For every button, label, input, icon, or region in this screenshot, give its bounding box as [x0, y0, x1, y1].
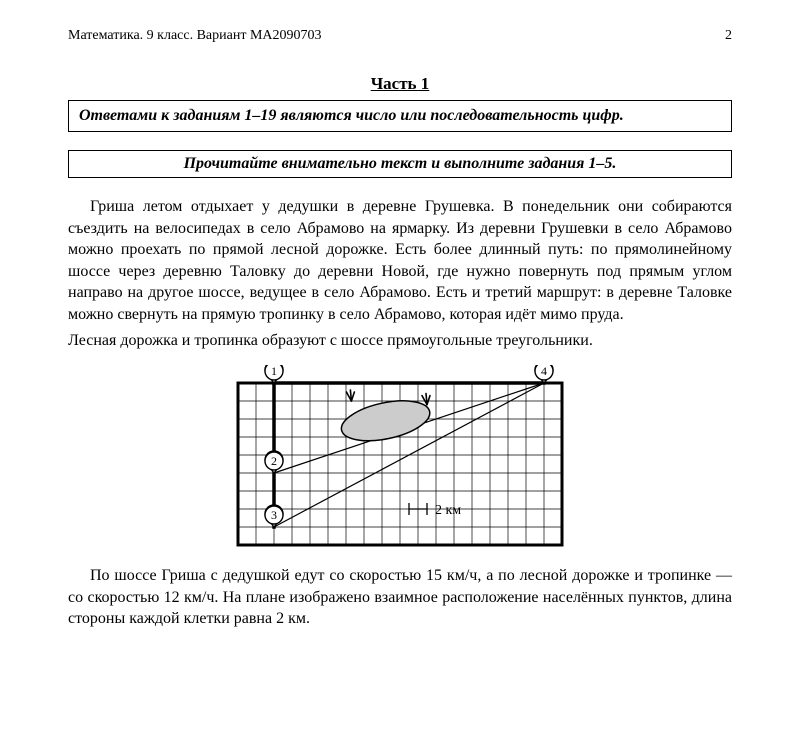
paragraph-2: Лесная дорожка и тропинка образуют с шос…: [68, 330, 732, 352]
section-title: Часть 1: [68, 74, 732, 94]
paragraph-3: По шоссе Гриша с дедушкой едут со скорос…: [68, 565, 732, 630]
svg-text:3: 3: [271, 508, 277, 522]
paragraph-1: Гриша летом отдыхает у дедушки в деревне…: [68, 196, 732, 326]
doc-header-left: Математика. 9 класс. Вариант МА2090703: [68, 28, 322, 44]
svg-text:1: 1: [271, 365, 277, 378]
svg-text:4: 4: [541, 365, 547, 378]
svg-text:2: 2: [271, 454, 277, 468]
svg-text:2 км: 2 км: [435, 503, 461, 518]
read-instruction-box: Прочитайте внимательно текст и выполните…: [68, 150, 732, 178]
map-diagram: 2 км 1 2 3 4: [68, 365, 732, 549]
instruction-box: Ответами к заданиям 1–19 являются число …: [68, 100, 732, 132]
map-svg: 2 км 1 2 3 4: [234, 365, 566, 549]
page-number: 2: [725, 28, 732, 44]
